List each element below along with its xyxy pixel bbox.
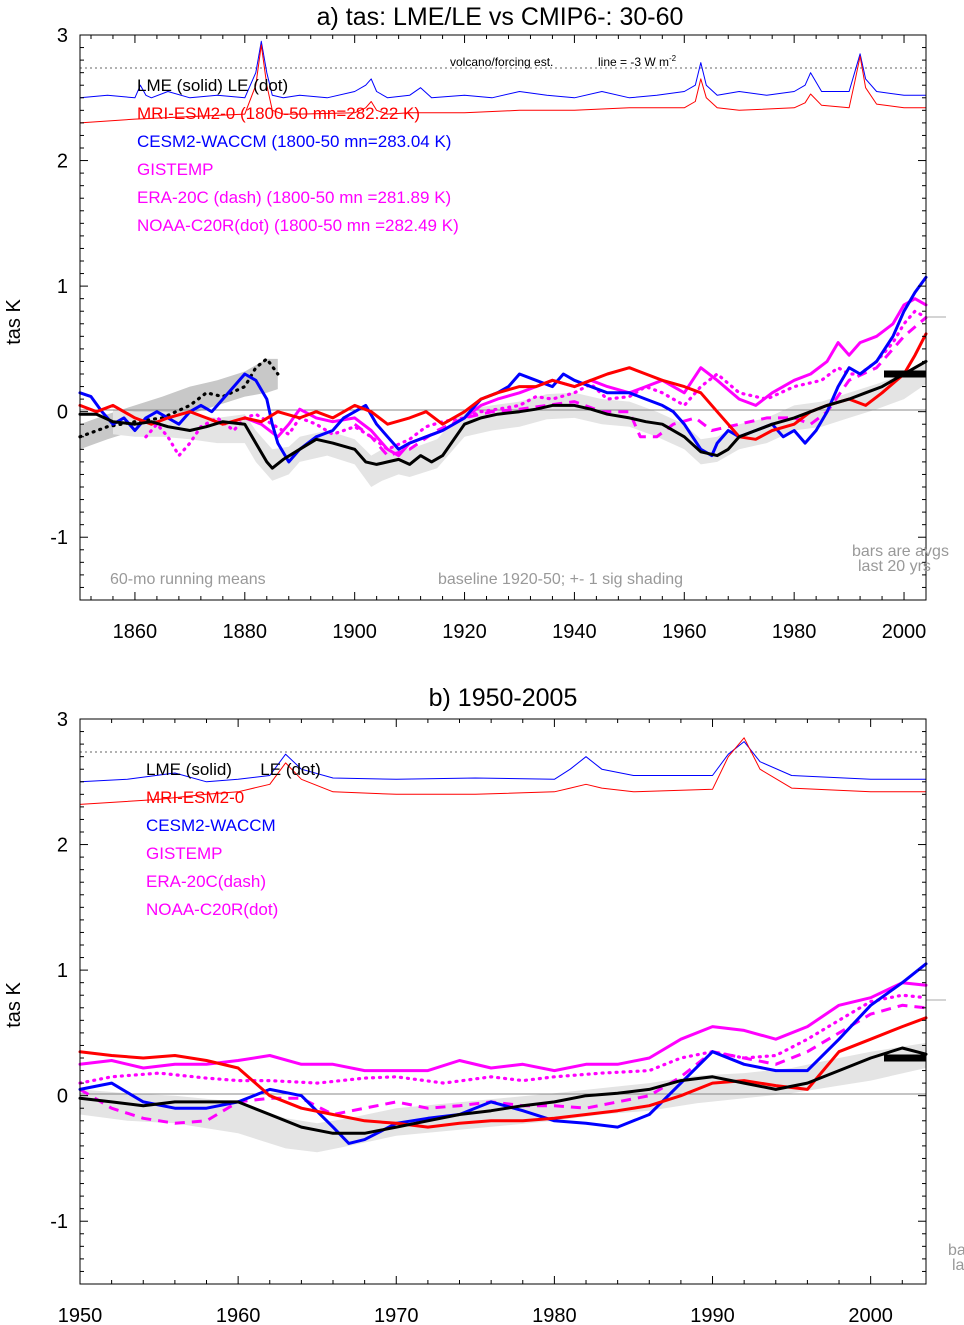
panel-a-series-gistemp bbox=[243, 297, 928, 458]
panel-b-x-tick-label: 1950 bbox=[58, 1305, 103, 1325]
legend-b-noaa: NOAA-C20R(dot) bbox=[146, 900, 278, 919]
panel-b-series-noaa-c20r-dot bbox=[78, 993, 928, 1085]
legend-b-gistemp: GISTEMP bbox=[146, 844, 223, 863]
panel-a-series-noaa-c20r-dot bbox=[144, 309, 928, 458]
panel-b-title: b) 1950-2005 bbox=[429, 684, 578, 712]
panel-b-series-lme-shading bbox=[80, 1042, 926, 1153]
panel-a-x-tick-label: 1920 bbox=[442, 621, 487, 643]
panel-a-running-mean-note: 60-mo running means bbox=[110, 571, 266, 588]
panel-a-x-tick-label: 1880 bbox=[223, 621, 268, 643]
panel-b-x-tick-label: 1970 bbox=[374, 1305, 419, 1325]
panel-b: b) 1950-2005 tas K -1 0 1 2 3 1950 1960 1970 198… bbox=[3, 684, 964, 1325]
panel-b-x-tick-label: 1960 bbox=[216, 1305, 261, 1325]
panel-a-x-tick-label: 1960 bbox=[662, 621, 707, 643]
panel-a-y-tick-label: 2 bbox=[57, 151, 68, 173]
panel-a-bars-note-1: bars are avgs bbox=[852, 543, 949, 560]
panel-a-series-cesm2-waccm-forcing bbox=[79, 40, 927, 99]
panel-b-x-tick-label: 1990 bbox=[690, 1305, 735, 1325]
panel-a-legend: LME (solid) LE (dot) MRI-ESM2-0 (1800-50… bbox=[137, 76, 459, 235]
panel-b-plot-frame bbox=[79, 718, 927, 1285]
panel-a-baseline-note: baseline 1920-50; +- 1 sig shading bbox=[438, 571, 683, 588]
panel-a-x-tick-label: 2000 bbox=[882, 621, 927, 643]
panel-a-x-tick-label: 1900 bbox=[332, 621, 377, 643]
panel-a-shading bbox=[80, 358, 926, 487]
legend-a-noaa: NOAA-C20R(dot) (1800-50 mn =282.49 K) bbox=[137, 216, 459, 235]
panel-b-bars-note-1: ba bbox=[948, 1242, 964, 1259]
panel-a-plot-frame bbox=[79, 34, 927, 601]
panel-b-shading bbox=[80, 1042, 926, 1153]
panel-a: a) tas: LME/LE vs CMIP6-: 30-60 tas K -1… bbox=[3, 3, 949, 643]
panel-a-forcing-line-text: line = -3 W m bbox=[598, 55, 669, 69]
panel-a-y-label: tas K bbox=[3, 299, 25, 345]
panel-b-series-cesm2-waccm bbox=[78, 962, 928, 1145]
panel-a-x-tick-label: 1940 bbox=[552, 621, 597, 643]
panel-b-y-label: tas K bbox=[3, 982, 25, 1028]
panel-a-x-tick-label: 1980 bbox=[772, 621, 817, 643]
legend-a-lme-le: LME (solid) LE (dot) bbox=[137, 76, 288, 95]
panel-b-bars-note-2: la bbox=[952, 1257, 964, 1274]
panel-a-series-lme-solid bbox=[78, 359, 928, 470]
legend-a-era20c: ERA-20C (dash) (1800-50 mn =281.89 K) bbox=[137, 188, 451, 207]
panel-b-series-lme-solid bbox=[78, 1046, 928, 1135]
panel-a-series-era-20c-dash bbox=[353, 316, 927, 458]
legend-a-cesm: CESM2-WACCM (1800-50 mn=283.04 K) bbox=[137, 132, 451, 151]
panel-a-axes: -1 0 1 2 3 1860 1880 1900 1920 1940 1960 1980 2000 bbox=[50, 25, 927, 643]
panel-b-series bbox=[78, 737, 928, 1145]
legend-a-mri: MRI-ESM2-0 (1800-50 mn=282.22 K) bbox=[137, 104, 420, 123]
panel-a-series-mri-esm2-0-forcing bbox=[79, 44, 927, 124]
legend-b-cesm: CESM2-WACCM bbox=[146, 816, 276, 835]
legend-b-mri: MRI-ESM2-0 bbox=[146, 788, 244, 807]
panel-a-series bbox=[78, 40, 928, 470]
panel-b-y-tick-label: -1 bbox=[50, 1211, 68, 1233]
panel-b-series-era-20c-dash bbox=[79, 1003, 927, 1125]
panel-b-series-mri-esm2-0-forcing bbox=[79, 737, 927, 805]
panel-a-y-tick-label: -1 bbox=[50, 527, 68, 549]
panel-a-series-lme-shading bbox=[113, 358, 926, 487]
panel-b-x-tick-label: 2000 bbox=[848, 1305, 893, 1325]
panel-a-forcing-label: volcano/forcing est. bbox=[450, 55, 553, 69]
panel-b-y-tick-label: 0 bbox=[57, 1086, 68, 1108]
panel-b-legend: LME (solid) LE (dot) MRI-ESM2-0 CESM2-WA… bbox=[146, 760, 321, 919]
panel-b-y-tick-label: 2 bbox=[57, 835, 68, 857]
panel-b-axes: -1 0 1 2 3 1950 1960 1970 1980 1990 2000 bbox=[50, 709, 926, 1325]
panel-a-forcing-line-label: line = -3 W m-2 bbox=[598, 54, 677, 69]
legend-b-lme-le: LME (solid) LE (dot) bbox=[146, 760, 321, 779]
legend-a-gistemp: GISTEMP bbox=[137, 160, 214, 179]
legend-b-era20c: ERA-20C(dash) bbox=[146, 872, 266, 891]
panel-a-title: a) tas: LME/LE vs CMIP6-: 30-60 bbox=[317, 3, 684, 31]
panel-b-y-tick-label: 3 bbox=[57, 709, 68, 731]
panel-a-bars-note-2: last 20 yrs bbox=[858, 558, 931, 575]
panel-b-y-tick-label: 1 bbox=[57, 960, 68, 982]
panel-b-x-tick-label: 1980 bbox=[532, 1305, 577, 1325]
panel-a-x-tick-label: 1860 bbox=[113, 621, 158, 643]
panel-a-y-tick-label: 3 bbox=[57, 25, 68, 47]
panel-b-series-gistemp bbox=[78, 981, 928, 1073]
panel-a-y-tick-label: 0 bbox=[57, 402, 68, 424]
panel-a-y-tick-label: 1 bbox=[57, 276, 68, 298]
panel-a-forcing-line-sup: -2 bbox=[669, 54, 677, 63]
